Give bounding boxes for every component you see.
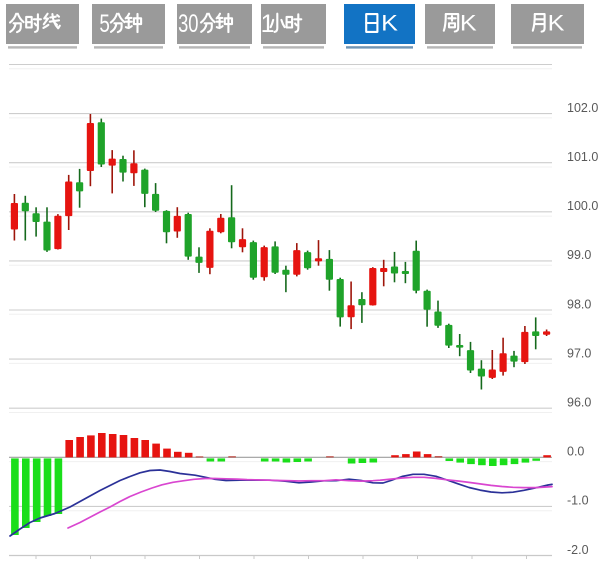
- svg-text:97.0: 97.0: [567, 346, 591, 360]
- svg-text:100.0: 100.0: [567, 199, 598, 213]
- svg-text:5: 5: [99, 10, 110, 38]
- svg-text:K: K: [548, 11, 565, 36]
- svg-text:99.0: 99.0: [567, 248, 591, 262]
- svg-text:101.0: 101.0: [567, 150, 598, 164]
- svg-text:30: 30: [178, 10, 198, 38]
- svg-text:-2.0: -2.0: [567, 543, 589, 557]
- svg-text:1: 1: [261, 10, 275, 38]
- svg-text:0.0: 0.0: [567, 445, 584, 459]
- svg-text:-1.0: -1.0: [567, 494, 589, 508]
- svg-text:102.0: 102.0: [567, 101, 598, 115]
- svg-text:98.0: 98.0: [567, 297, 591, 311]
- svg-text:96.0: 96.0: [567, 396, 591, 410]
- svg-text:K: K: [460, 11, 477, 36]
- svg-text:K: K: [381, 11, 398, 36]
